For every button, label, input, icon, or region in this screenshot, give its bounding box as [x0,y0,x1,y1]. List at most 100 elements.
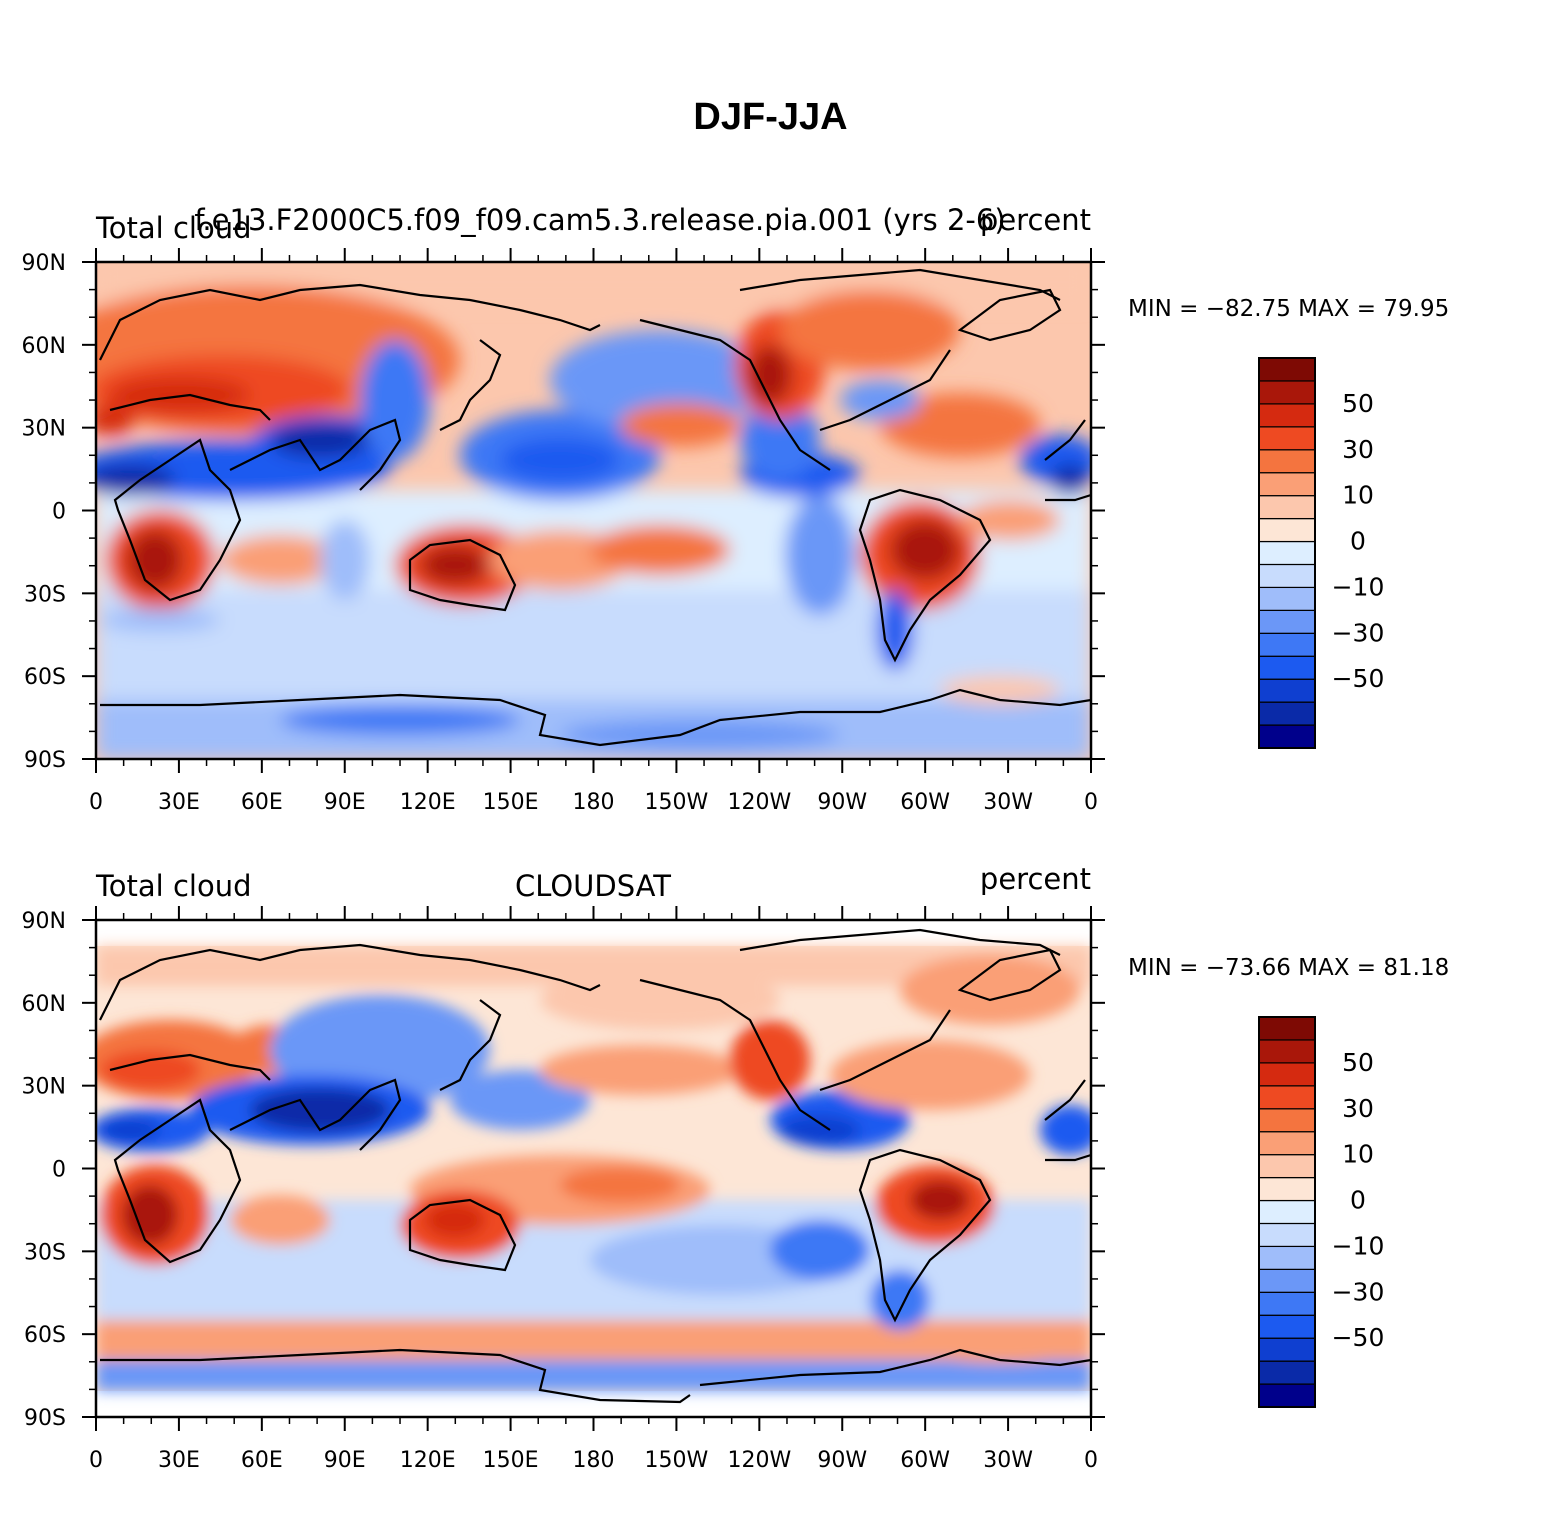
x-tick-label: 30W [983,790,1033,815]
colorbar-label: −30 [1332,618,1385,647]
bottom-contour-field [96,920,1091,1417]
x-tick-label: 90W [817,1448,867,1473]
x-tick-label: 120E [400,790,456,815]
colorbar-swatch [1258,609,1316,634]
top-minmax-stats: MIN = −82.75 MAX = 79.95 [1128,296,1449,322]
x-tick-label: 0 [89,1448,103,1473]
colorbar-swatch [1258,403,1316,428]
y-tick-label: 90N [22,251,66,276]
colorbar-swatch [1258,380,1316,405]
colorbar-swatch [1258,1291,1316,1316]
x-tick-label: 150E [483,1448,539,1473]
bottom-center-label: CLOUDSAT [515,869,671,903]
top-axis-ticks: 0 30E 60E 90E 120E 150E 180 150W 120W 90W 60W 30W 0 9… [22,248,1105,815]
colorbar-swatch [1258,449,1316,474]
colorbar-label: 10 [1342,481,1374,510]
bottom-coastlines [99,928,1091,1404]
x-tick-label: 150E [483,790,539,815]
x-tick-label: 90E [324,790,366,815]
colorbar-label: 50 [1342,1048,1374,1077]
x-tick-label: 60E [241,1448,283,1473]
top-center-label: f.e13.F2000C5.f09_f09.cam5.3.release.pia… [194,203,1005,237]
colorbar-label: −50 [1332,664,1385,693]
colorbar-swatch [1258,1176,1316,1202]
x-tick-label: 90W [817,790,867,815]
colorbar-swatch [1258,655,1316,680]
top-colorbar: 50 30 10 0 −10 −30 −50 [1258,357,1385,749]
y-tick-label: 30S [24,1240,66,1265]
colorbar-label: 10 [1342,1140,1374,1169]
colorbar-swatch [1258,1039,1316,1064]
bottom-axis-ticks: 0 30E 60E 90E 120E 150E 180 150W 120W 90W 60W 30W 09… [22,906,1105,1473]
x-tick-label: 180 [573,1448,615,1473]
colorbar-swatch [1258,472,1316,497]
colorbar-swatch [1258,678,1316,703]
top-right-label: percent [980,203,1091,237]
top-contour-field [96,262,1091,759]
colorbar-swatch [1258,1131,1316,1156]
colorbar-swatch [1258,357,1316,382]
y-tick-label: 90N [22,909,66,934]
x-tick-label: 180 [573,790,615,815]
y-tick-label: 60N [22,334,66,359]
colorbar-swatch [1258,563,1316,589]
x-tick-label: 60W [900,1448,950,1473]
x-tick-label: 0 [1084,790,1098,815]
y-tick-label: 60N [22,992,66,1017]
colorbar-swatch [1258,1314,1316,1339]
x-tick-label: 0 [1084,1448,1098,1473]
x-tick-label: 30W [983,1448,1033,1473]
top-map-panel: Total cloud f.e13.F2000C5.f09_f09.cam5.3… [22,203,1105,815]
colorbar-label: 0 [1350,1186,1366,1215]
colorbar-swatch [1258,724,1316,749]
colorbar-label: 0 [1350,527,1366,556]
y-tick-label: 90S [24,1406,66,1431]
colorbar-frame [1258,1016,1316,1408]
colorbar-label: −30 [1332,1277,1385,1306]
x-tick-label: 120W [727,1448,791,1473]
colorbar-swatch [1258,426,1316,451]
colorbar-label: 30 [1342,1094,1374,1123]
colorbar-swatch [1258,495,1316,520]
x-tick-label: 120W [727,790,791,815]
colorbar-swatch [1258,1199,1316,1225]
colorbar-swatch [1258,1062,1316,1087]
y-tick-label: 0 [52,1158,66,1183]
x-tick-label: 150W [645,1448,709,1473]
x-tick-label: 120E [400,1448,456,1473]
colorbar-label: −10 [1332,1231,1385,1260]
colorbar-swatch [1258,517,1316,543]
colorbar-frame [1258,357,1316,749]
colorbar-swatch [1258,632,1316,657]
colorbar-swatch [1258,1085,1316,1110]
colorbar-swatch [1258,1383,1316,1408]
x-tick-label: 30E [158,790,200,815]
colorbar-swatch [1258,540,1316,566]
x-tick-label: 0 [89,790,103,815]
y-tick-label: 0 [52,500,66,525]
colorbar-swatch [1258,586,1316,611]
colorbar-label: −10 [1332,572,1385,601]
y-tick-label: 30N [22,1075,66,1100]
colorbar-swatch [1258,1245,1316,1270]
colorbar-label: −50 [1332,1323,1385,1352]
x-tick-label: 60E [241,790,283,815]
colorbar-label: 50 [1342,389,1374,418]
colorbar-label: 30 [1342,435,1374,464]
colorbar-swatch [1258,1222,1316,1248]
x-tick-label: 60W [900,790,950,815]
colorbar-swatch [1258,1154,1316,1179]
y-tick-label: 60S [24,1323,66,1348]
bottom-colorbar: 50 30 10 0 −10 −30 −50 [1258,1016,1385,1408]
bottom-minmax-stats: MIN = −73.66 MAX = 81.18 [1128,955,1449,981]
colorbar-swatch [1258,1360,1316,1385]
top-left-label: Total cloud [95,211,251,245]
top-coastlines [99,268,1091,747]
x-tick-label: 150W [645,790,709,815]
colorbar-swatch [1258,701,1316,726]
colorbar-swatch [1258,1268,1316,1293]
x-tick-label: 90E [324,1448,366,1473]
colorbar-swatch [1258,1016,1316,1041]
figure-title: DJF-JJA [693,96,848,138]
